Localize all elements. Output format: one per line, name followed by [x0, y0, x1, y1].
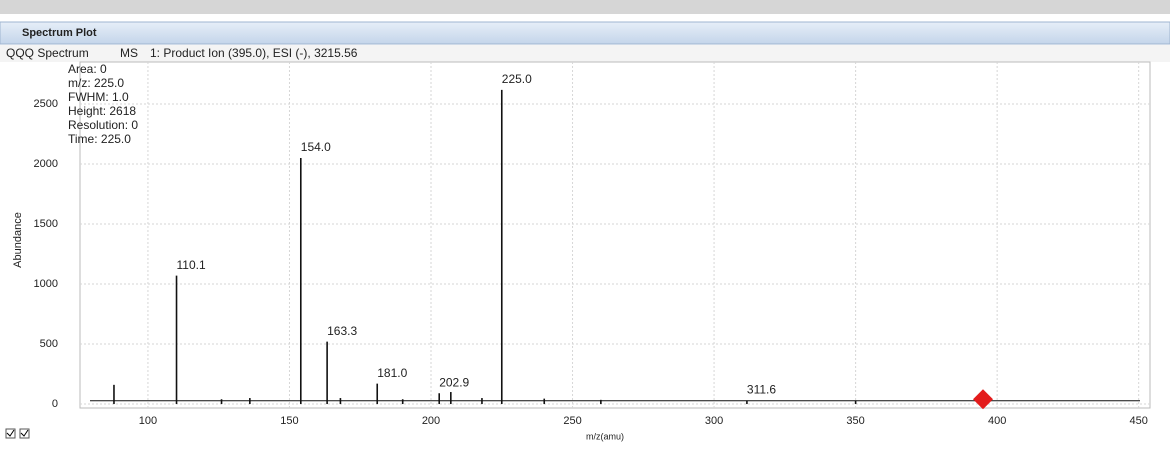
y-tick-label: 2000	[34, 158, 58, 170]
tab-mode[interactable]: MS	[120, 46, 138, 60]
x-tick-label: 350	[846, 415, 864, 427]
info-line: m/z: 225.0	[68, 76, 124, 90]
check	[20, 429, 29, 437]
tab-row	[0, 45, 1170, 62]
y-tick-label: 0	[52, 398, 58, 410]
check	[6, 429, 15, 437]
y-tick-label: 1000	[34, 278, 58, 290]
y-tick-label: 500	[40, 338, 58, 350]
peak-label: 225.0	[502, 72, 532, 86]
tab-name[interactable]: QQQ Spectrum	[6, 46, 89, 60]
peak-label: 202.9	[439, 375, 469, 389]
panel-header	[0, 21, 1170, 45]
y-axis-label: Abundance	[12, 212, 24, 268]
x-tick-label: 200	[422, 415, 440, 427]
checkbox[interactable]	[19, 428, 30, 439]
panel-title: Spectrum Plot	[22, 27, 97, 39]
tab-scan[interactable]: 1: Product Ion (395.0), ESI (-), 3215.56	[150, 46, 358, 60]
precursor-marker	[972, 389, 993, 410]
y-tick-label: 2500	[34, 98, 58, 110]
top-strip	[0, 0, 1170, 14]
plot-area	[79, 61, 1151, 409]
x-tick-label: 100	[139, 415, 157, 427]
info-line: Area: 0	[68, 62, 107, 76]
y-tick-label: 1500	[34, 218, 58, 230]
peak-label: 110.1	[177, 258, 206, 272]
info-line: Resolution: 0	[68, 118, 138, 132]
peak-label: 154.0	[301, 140, 331, 154]
checkbox[interactable]	[5, 428, 16, 439]
peak-label: 181.0	[377, 366, 407, 380]
x-axis-label: m/z(amu)	[586, 431, 624, 441]
peak-label: 311.6	[747, 383, 776, 397]
x-tick-label: 300	[705, 415, 723, 427]
x-tick-label: 450	[1129, 415, 1147, 427]
info-line: FWHM: 1.0	[68, 90, 129, 104]
x-tick-label: 150	[280, 415, 298, 427]
x-tick-label: 400	[988, 415, 1006, 427]
info-line: Time: 225.0	[68, 132, 131, 146]
peak-label: 163.3	[327, 324, 357, 338]
info-line: Height: 2618	[68, 104, 136, 118]
x-tick-label: 250	[563, 415, 581, 427]
